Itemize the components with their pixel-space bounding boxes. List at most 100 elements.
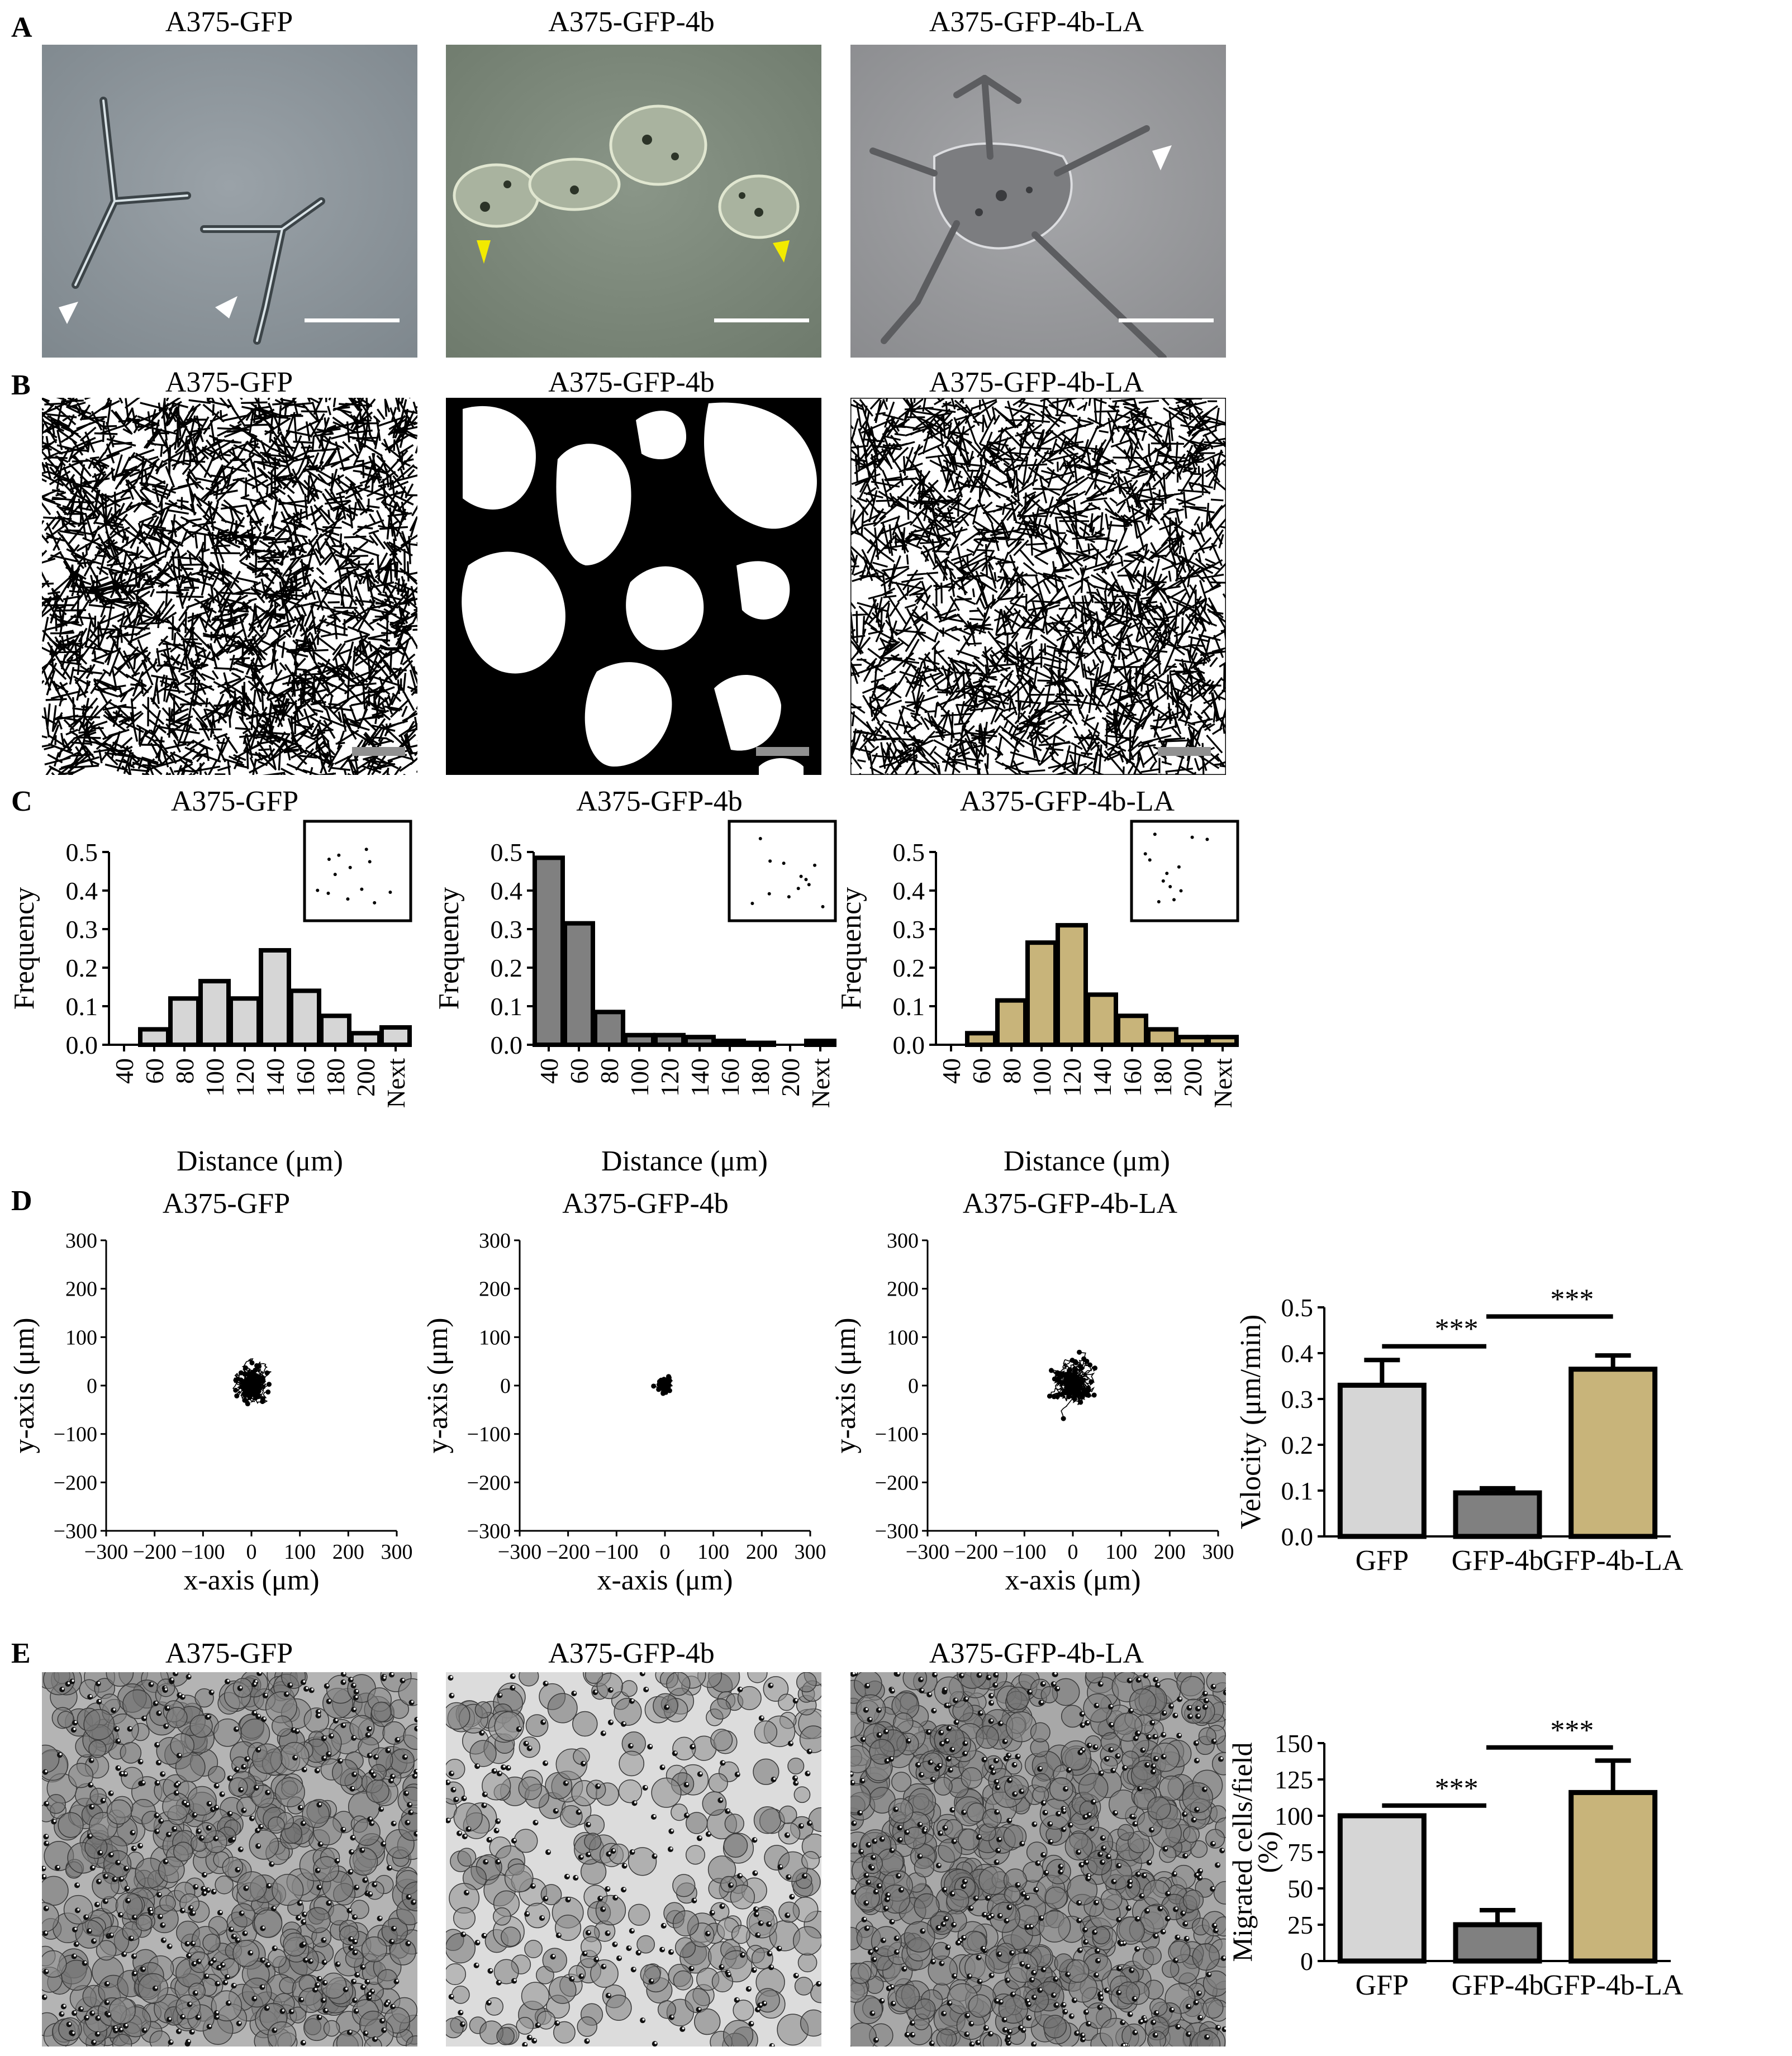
membrane-pore xyxy=(140,1966,146,1972)
membrane-pore xyxy=(691,1897,697,1903)
panel-a-title-2: A375-GFP-4b xyxy=(548,6,715,38)
y-tick-label: 0 xyxy=(1300,1947,1313,1976)
membrane-pore xyxy=(165,1831,172,1838)
membrane-pore xyxy=(860,1736,866,1743)
y-tick-label: 0.0 xyxy=(1281,1522,1314,1551)
inset-dot xyxy=(1165,872,1169,875)
cell xyxy=(608,1843,629,1865)
membrane-pore xyxy=(408,1700,415,1706)
membrane-pore xyxy=(995,1784,1001,1791)
membrane-pore xyxy=(1005,1753,1011,1759)
membrane-pore xyxy=(187,2001,193,2007)
membrane-pore xyxy=(580,1760,586,1767)
cell xyxy=(474,1701,492,1719)
x-tick-label: 100 xyxy=(284,1540,316,1564)
membrane-pore xyxy=(287,1682,293,1688)
membrane-pore xyxy=(154,1742,160,1748)
cell xyxy=(733,2000,754,2021)
membrane-pore xyxy=(448,1771,454,1777)
membrane-pore xyxy=(461,1795,467,1801)
membrane-pore xyxy=(1204,2034,1210,2040)
membrane-pore xyxy=(753,1906,759,1912)
cell xyxy=(107,1799,132,1825)
y-tick-label: −300 xyxy=(54,1520,97,1543)
membrane-pore xyxy=(937,1763,943,1769)
membrane-pore xyxy=(768,1682,774,1688)
membrane-pore xyxy=(784,1832,790,1838)
membrane-pore xyxy=(1097,2004,1103,2010)
membrane-pore xyxy=(1037,1766,1043,1772)
membrane-pore xyxy=(550,1954,556,1960)
bar xyxy=(1337,1813,1427,1964)
membrane-pore xyxy=(612,1895,619,1901)
cell xyxy=(657,2000,676,2019)
trajectory-endpoint xyxy=(243,1365,248,1370)
membrane-pore xyxy=(156,1710,162,1716)
membrane-pore xyxy=(857,1810,863,1816)
x-tick-label: GFP-4b-LA xyxy=(1543,1545,1684,1577)
trajectory-endpoint xyxy=(1087,1362,1093,1368)
membrane-pore xyxy=(977,1710,983,1716)
membrane-pore xyxy=(162,1687,168,1693)
panel-b-title-3: A375-GFP-4b-LA xyxy=(929,367,1144,398)
x-tick-label: 40 xyxy=(937,1058,966,1084)
x-tick-label: 180 xyxy=(321,1058,350,1097)
inset-dot xyxy=(807,883,811,887)
panel-b-title-1: A375-GFP xyxy=(165,367,293,398)
cell xyxy=(453,1907,476,1930)
membrane-pore xyxy=(238,1787,244,1793)
cell xyxy=(673,1970,693,1991)
membrane-pore xyxy=(553,1808,559,1814)
scale-bar xyxy=(756,747,809,756)
membrane-pore xyxy=(1191,1817,1197,1823)
membrane-pore xyxy=(1006,1777,1013,1783)
inset-dot xyxy=(316,888,320,892)
trajectory-endpoint xyxy=(661,1377,667,1382)
membrane-pore xyxy=(259,1984,265,1990)
cell xyxy=(710,1729,733,1752)
membrane-pore xyxy=(1193,2000,1199,2006)
membrane-pore xyxy=(340,1826,346,1833)
membrane-pore xyxy=(1223,1689,1226,1696)
membrane-pore xyxy=(125,1897,131,1903)
membrane-pore xyxy=(576,1809,582,1815)
cell xyxy=(620,1680,638,1697)
membrane-pore xyxy=(381,2027,387,2033)
membrane-pore xyxy=(171,1826,177,1832)
x-tick-label: 200 xyxy=(1154,1540,1186,1564)
y-axis-title: Frequency xyxy=(433,887,465,1010)
membrane-pore xyxy=(1062,2009,1068,2015)
membrane-pore xyxy=(1080,2033,1086,2039)
membrane-pore xyxy=(994,1859,1000,1865)
membrane-pore xyxy=(346,1907,353,1914)
membrane-pore xyxy=(858,1849,864,1855)
membrane-pore xyxy=(539,1915,545,1921)
membrane-pore xyxy=(947,2000,953,2006)
membrane-pore xyxy=(100,1798,106,1804)
membrane-pore xyxy=(363,2030,369,2036)
membrane-pore xyxy=(737,1686,743,1692)
inset-dot xyxy=(326,891,330,895)
membrane-pore xyxy=(462,1834,468,1840)
membrane-pore xyxy=(228,1926,234,1933)
y-tick-label: 0.2 xyxy=(491,954,523,982)
membrane-pore xyxy=(1047,1821,1053,1827)
membrane-pore xyxy=(253,1785,259,1791)
trajectory-endpoint xyxy=(1086,1385,1091,1391)
cell xyxy=(320,1972,347,1999)
membrane-pore xyxy=(1144,1762,1150,1768)
trajectory-plot-d-gfp-4b: −300−300−200−200−100−1000010010020020030… xyxy=(422,1229,826,1596)
histogram-c-gfp: 0.0 0.1 0.2 0.3 0.4 0.5 40 60 80 100 120 140 160 180 2… xyxy=(8,820,412,1177)
trajectory-endpoint xyxy=(1051,1394,1057,1400)
membrane-pore xyxy=(919,1688,925,1694)
membrane-pore xyxy=(69,1678,75,1684)
x-tick-label: −200 xyxy=(954,1540,997,1564)
membrane-pore xyxy=(1078,1862,1085,1868)
membrane-pore xyxy=(87,1833,93,1839)
membrane-pore xyxy=(362,1877,368,1883)
membrane-pore xyxy=(994,1779,1000,1785)
y-tick-label: 100 xyxy=(1275,1802,1313,1830)
membrane-pore xyxy=(555,1933,562,1939)
membrane-pore xyxy=(585,1930,591,1936)
